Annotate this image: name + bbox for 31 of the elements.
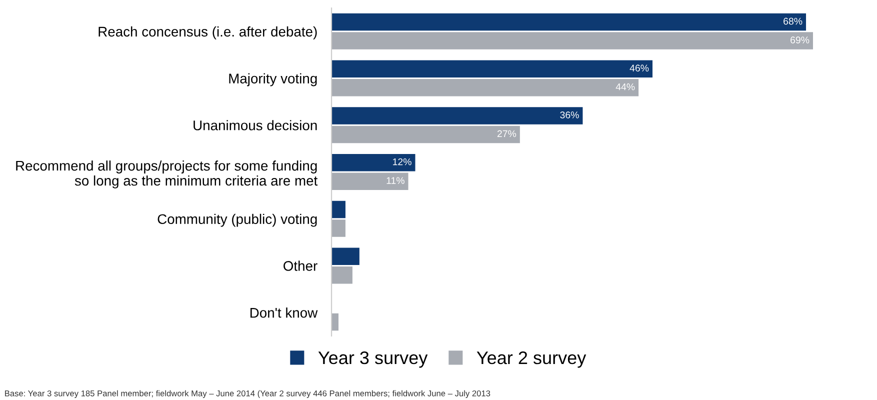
bar [332, 32, 813, 50]
legend-label: Year 3 survey [318, 351, 428, 368]
bar [332, 79, 639, 96]
bar [332, 60, 652, 78]
bar [332, 13, 806, 31]
y-tick-label: Community (public) voting [158, 214, 317, 227]
y-tick-label: Majority voting [229, 73, 317, 86]
y-tick-label: Other [284, 260, 318, 271]
data-label: 11% [386, 177, 404, 184]
bar [332, 313, 338, 331]
y-tick-label: Don't know [250, 308, 318, 318]
data-label: 68% [784, 18, 802, 25]
bar [332, 248, 360, 265]
bar [332, 154, 416, 172]
bar [332, 266, 352, 284]
y-tick-label: Recommend all groups/projects for some funding so long as the minimum criteria are met [16, 160, 318, 188]
data-label: 27% [497, 130, 516, 138]
y-tick-label: Reach concensus (i.e. after debate) [98, 26, 317, 40]
bar [332, 107, 583, 124]
bar [332, 200, 346, 218]
bar [332, 220, 346, 237]
bar [332, 172, 408, 190]
legend-label: Year 2 survey [476, 351, 586, 368]
bar [332, 126, 520, 144]
y-tick-label: Unanimous decision [194, 120, 317, 130]
data-label: 12% [393, 158, 412, 166]
data-label: 36% [560, 111, 579, 118]
text: Base: Year 3 survey 185 Panel member; fieldwork May – June 2014 (Year 2 survey 446 Panel members; fieldwork June – July 2013 [5, 390, 490, 398]
data-label: 44% [616, 83, 635, 90]
data-label: 46% [630, 64, 649, 72]
data-label: 69% [790, 36, 810, 44]
